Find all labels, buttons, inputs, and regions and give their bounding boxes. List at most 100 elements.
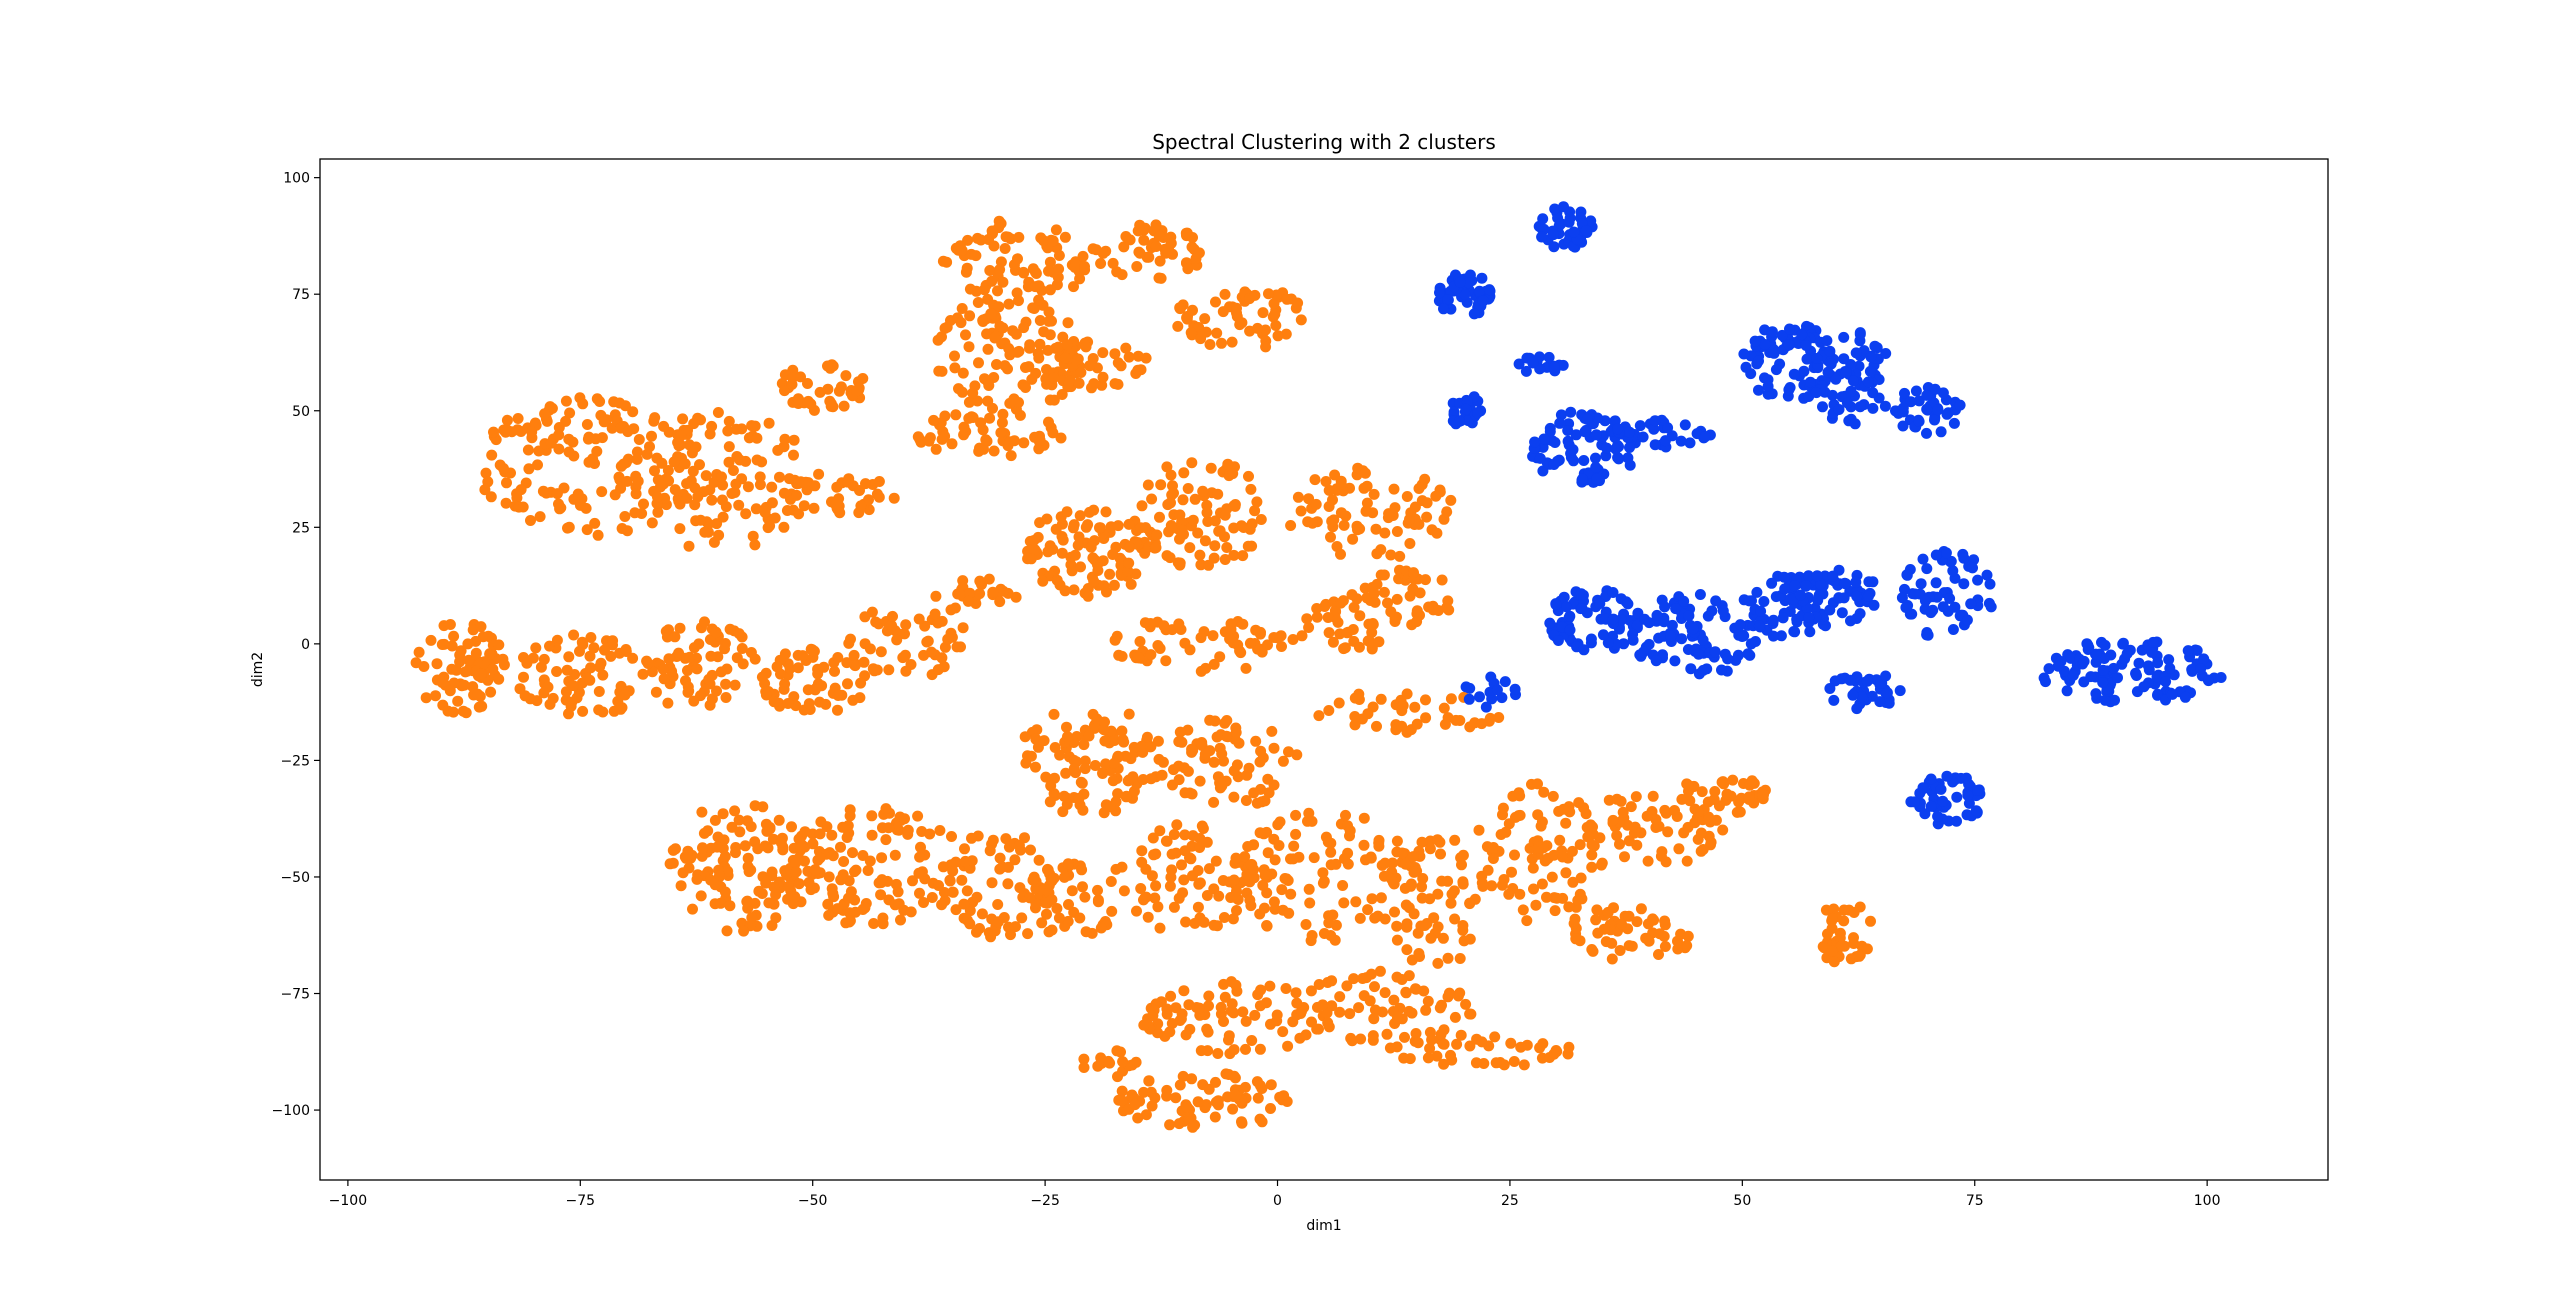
scatter-point [1563, 901, 1575, 913]
scatter-point [729, 679, 741, 691]
scatter-point [1255, 984, 1267, 996]
scatter-point [1269, 308, 1281, 320]
scatter-point [1256, 1116, 1268, 1128]
scatter-point [461, 665, 473, 677]
scatter-point [1210, 1076, 1221, 1088]
scatter-point [1290, 809, 1302, 821]
scatter-point [1230, 979, 1242, 991]
scatter-point [2163, 654, 2175, 666]
scatter-point [1019, 731, 1031, 743]
scatter-point [1113, 649, 1125, 661]
scatter-point [1947, 624, 1959, 635]
scatter-point [1252, 322, 1263, 334]
scatter-point [1287, 634, 1299, 645]
scatter-point [1684, 437, 1696, 449]
scatter-point [1259, 870, 1271, 881]
scatter-point [1283, 907, 1295, 919]
scatter-point [956, 874, 968, 886]
scatter-point [1543, 351, 1555, 363]
scatter-point [1165, 990, 1177, 1002]
scatter-point [1109, 348, 1121, 360]
scatter-point [724, 900, 736, 912]
scatter-point [699, 526, 711, 538]
scatter-point [1564, 610, 1576, 622]
scatter-point [1868, 599, 1880, 611]
scatter-point [1157, 756, 1169, 768]
scatter-point [1077, 250, 1089, 262]
scatter-point [472, 688, 484, 700]
scatter-point [1050, 523, 1062, 535]
scatter-point [1203, 559, 1214, 571]
scatter-point [1970, 805, 1982, 817]
scatter-point [959, 843, 970, 855]
scatter-point [1612, 452, 1624, 464]
scatter-point [1154, 825, 1166, 837]
scatter-point [756, 888, 768, 899]
scatter-point [1138, 1019, 1150, 1031]
scatter-point [1002, 878, 1014, 890]
scatter-point [1148, 849, 1160, 861]
scatter-point [1561, 601, 1573, 613]
scatter-point [1160, 835, 1172, 847]
scatter-point [1580, 808, 1592, 820]
scatter-point [984, 845, 996, 857]
scatter-point [1841, 397, 1853, 409]
scatter-point [1590, 461, 1602, 473]
scatter-point [1463, 693, 1475, 705]
scatter-point [1118, 241, 1130, 253]
scatter-point [1367, 619, 1379, 630]
scatter-point [803, 698, 815, 710]
scatter-point [1023, 361, 1035, 373]
scatter-point [1048, 372, 1060, 384]
scatter-point [1062, 915, 1074, 927]
scatter-point [642, 658, 654, 669]
scatter-point [526, 426, 538, 438]
scatter-point [1063, 899, 1074, 910]
scatter-point [715, 666, 727, 678]
scatter-point [929, 608, 941, 620]
scatter-point [1614, 945, 1626, 956]
scatter-point [1243, 470, 1254, 482]
scatter-point [1401, 944, 1413, 956]
scatter-point [1323, 917, 1335, 929]
scatter-point [1203, 990, 1215, 1002]
scatter-point [693, 638, 705, 650]
scatter-point [1490, 1057, 1502, 1069]
scatter-point [1303, 493, 1315, 505]
scatter-point [620, 644, 632, 655]
scatter-point [1326, 975, 1338, 987]
scatter-point [723, 456, 735, 468]
scatter-point [621, 475, 633, 487]
scatter-point [1361, 480, 1373, 492]
scatter-point [957, 367, 969, 379]
scatter-point [1424, 1026, 1436, 1038]
scatter-point [691, 663, 703, 675]
scatter-point [1340, 809, 1351, 821]
scatter-point [841, 657, 853, 669]
scatter-point [1218, 978, 1230, 990]
scatter-point [778, 521, 790, 533]
scatter-point [721, 925, 733, 937]
scatter-point [530, 642, 542, 654]
scatter-point [706, 420, 718, 432]
scatter-point [924, 828, 936, 840]
scatter-point [1010, 328, 1022, 340]
scatter-point [1778, 571, 1790, 583]
scatter-point [1670, 603, 1682, 615]
axes-frame [319, 158, 2329, 1181]
scatter-point [1024, 892, 1036, 904]
scatter-point [488, 426, 499, 438]
scatter-point [1430, 490, 1442, 502]
scatter-point [745, 647, 757, 658]
x-tick-label: 100 [2194, 1193, 2221, 1209]
scatter-point [851, 385, 863, 397]
scatter-point [1424, 843, 1436, 855]
scatter-point [1930, 549, 1942, 561]
scatter-point [1743, 794, 1755, 805]
scatter-point [1865, 915, 1876, 927]
scatter-point [1695, 827, 1707, 839]
scatter-point [835, 381, 847, 393]
x-tick-label: 0 [1273, 1193, 1282, 1209]
scatter-point [1013, 397, 1024, 408]
scatter-point [1421, 918, 1433, 929]
